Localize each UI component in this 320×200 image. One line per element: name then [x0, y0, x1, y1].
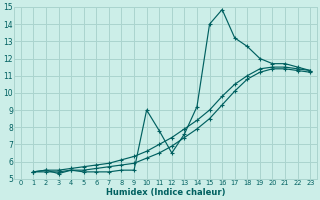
X-axis label: Humidex (Indice chaleur): Humidex (Indice chaleur)	[106, 188, 225, 197]
